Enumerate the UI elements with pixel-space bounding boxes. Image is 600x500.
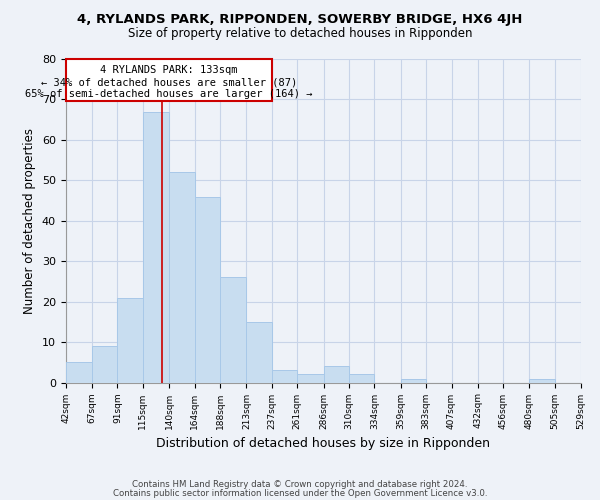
Bar [297, 374, 323, 382]
FancyBboxPatch shape [65, 59, 272, 102]
Text: 4, RYLANDS PARK, RIPPONDEN, SOWERBY BRIDGE, HX6 4JH: 4, RYLANDS PARK, RIPPONDEN, SOWERBY BRID… [77, 12, 523, 26]
Text: Contains HM Land Registry data © Crown copyright and database right 2024.: Contains HM Land Registry data © Crown c… [132, 480, 468, 489]
Bar [349, 374, 374, 382]
Text: Size of property relative to detached houses in Ripponden: Size of property relative to detached ho… [128, 28, 472, 40]
Bar [194, 196, 220, 382]
Bar [529, 378, 555, 382]
Bar [272, 370, 297, 382]
Y-axis label: Number of detached properties: Number of detached properties [23, 128, 36, 314]
Text: 4 RYLANDS PARK: 133sqm: 4 RYLANDS PARK: 133sqm [100, 65, 238, 75]
Text: ← 34% of detached houses are smaller (87): ← 34% of detached houses are smaller (87… [41, 77, 297, 87]
Bar [401, 378, 426, 382]
Bar [143, 112, 169, 382]
Text: 65% of semi-detached houses are larger (164) →: 65% of semi-detached houses are larger (… [25, 90, 313, 100]
Text: Contains public sector information licensed under the Open Government Licence v3: Contains public sector information licen… [113, 488, 487, 498]
Bar [118, 298, 143, 382]
X-axis label: Distribution of detached houses by size in Ripponden: Distribution of detached houses by size … [156, 437, 490, 450]
Bar [220, 278, 247, 382]
Bar [323, 366, 349, 382]
Bar [169, 172, 194, 382]
Bar [92, 346, 118, 383]
Bar [247, 322, 272, 382]
Bar [65, 362, 92, 382]
